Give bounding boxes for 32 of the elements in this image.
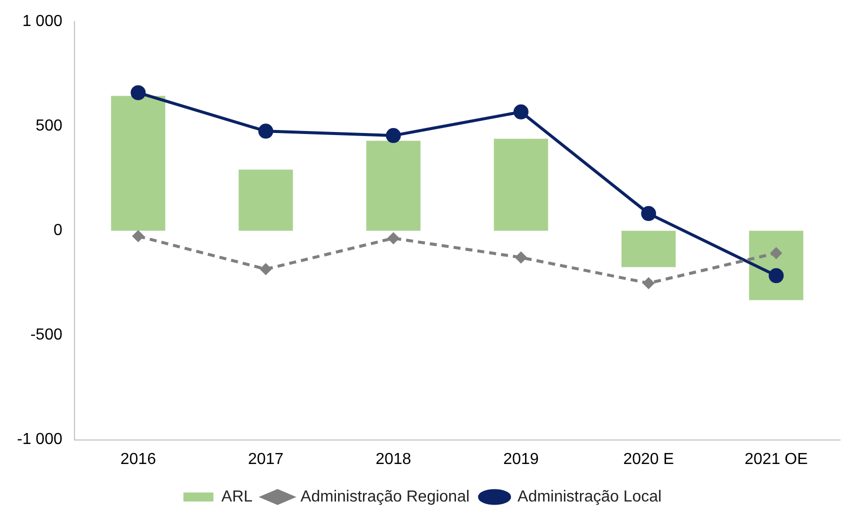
bar <box>621 230 676 268</box>
point <box>513 104 528 120</box>
point <box>258 124 274 139</box>
point <box>768 268 784 284</box>
bar <box>366 140 420 231</box>
x-tick-label: 2020 E <box>623 450 674 468</box>
x-tick-label: 2019 <box>503 450 539 468</box>
x-tick-label: 2018 <box>376 450 412 468</box>
y-tick-label: 0 <box>53 222 62 240</box>
x-tick-label: 2017 <box>248 450 284 468</box>
legend-label: Administração Regional <box>300 488 470 506</box>
y-tick-label: 1 000 <box>22 13 62 30</box>
point <box>388 232 399 244</box>
bar <box>494 138 548 231</box>
y-tick-label: -500 <box>30 326 62 344</box>
point <box>643 278 654 289</box>
bar <box>238 170 293 231</box>
point <box>132 230 144 242</box>
point <box>130 85 146 100</box>
x-tick-label: 2016 <box>120 450 156 468</box>
point <box>641 206 656 222</box>
x-tick-label: 2021 OE <box>744 450 808 468</box>
y-tick-label: 500 <box>36 118 62 135</box>
bar <box>749 230 804 300</box>
point <box>515 252 526 263</box>
y-tick-label: -1 000 <box>16 431 62 448</box>
point <box>260 264 272 275</box>
legend-label: ARL <box>221 488 253 506</box>
point <box>770 248 782 259</box>
point <box>386 128 401 144</box>
bar <box>111 96 166 231</box>
legend-label: Administração Local <box>518 488 662 506</box>
